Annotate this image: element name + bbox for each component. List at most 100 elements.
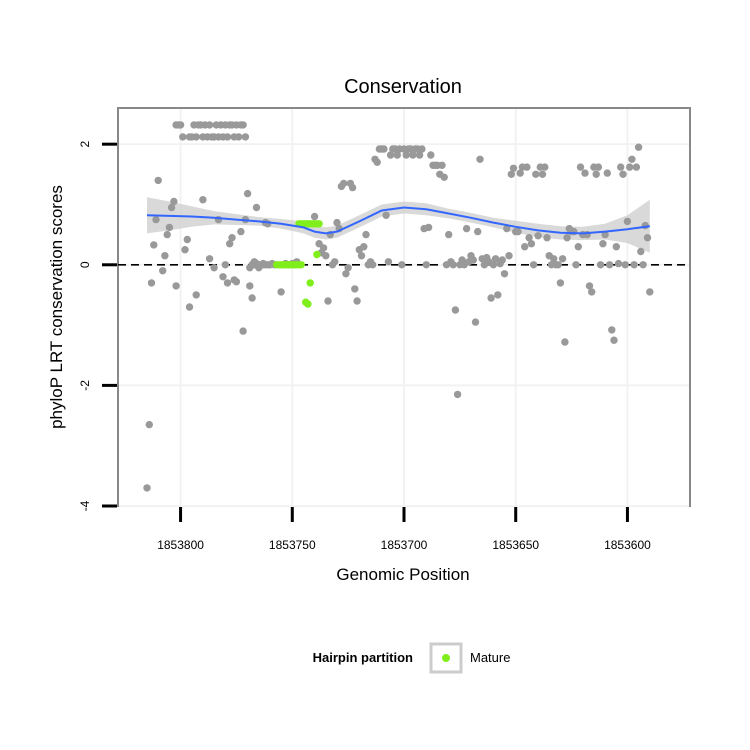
data-point [534, 232, 542, 240]
data-point [199, 196, 207, 204]
data-point [369, 261, 377, 269]
data-point [494, 291, 502, 299]
data-point [145, 420, 153, 429]
data-point [505, 252, 513, 260]
y-axis: 2 0 -2 -4 [78, 141, 117, 511]
x-axis-title: Genomic Position [336, 565, 469, 584]
data-point [221, 261, 229, 269]
data-point [623, 217, 632, 226]
x-tick-label: 1853600 [604, 538, 651, 552]
data-point [252, 203, 261, 212]
data-point [563, 234, 571, 242]
data-point [592, 170, 600, 178]
data-point [154, 176, 162, 185]
data-point [550, 255, 558, 263]
data-point [576, 163, 585, 171]
data-point [449, 261, 457, 269]
data-point [500, 270, 509, 278]
smooth-trend-line [146, 206, 650, 235]
data-point [574, 243, 582, 251]
y-tick-label: -2 [78, 380, 92, 391]
data-point [617, 163, 625, 171]
legend-key-mature [442, 654, 450, 662]
data-point [585, 282, 594, 290]
chart-title: Conservation [344, 76, 462, 98]
data-point [523, 163, 531, 171]
data-point [489, 261, 498, 269]
data-point [333, 218, 341, 227]
data-point [445, 230, 453, 239]
data-point [558, 255, 567, 263]
data-point [248, 294, 256, 302]
data-point [556, 279, 565, 287]
data-point [639, 261, 647, 269]
mature-point [315, 220, 323, 228]
data-point [596, 261, 605, 269]
data-point [628, 155, 636, 163]
data-point [476, 155, 484, 163]
data-point [471, 318, 480, 326]
data-point [179, 133, 187, 141]
data-point [163, 230, 171, 239]
data-point [165, 223, 174, 232]
data-point [637, 247, 645, 256]
data-point [409, 151, 417, 159]
data-point [469, 256, 477, 264]
data-point [621, 261, 629, 269]
data-point [572, 261, 580, 269]
data-point [161, 252, 169, 260]
data-point [310, 212, 319, 221]
data-point [357, 252, 366, 260]
data-point [176, 121, 185, 129]
data-point [509, 164, 518, 172]
data-point [181, 246, 189, 254]
data-point [380, 145, 388, 153]
data-point [362, 230, 370, 239]
data-point [541, 163, 549, 171]
data-point [626, 163, 634, 171]
data-point [319, 244, 328, 252]
data-point [205, 121, 214, 129]
data-point [516, 169, 524, 177]
data-point [259, 259, 267, 268]
data-point [232, 278, 241, 286]
data-point [594, 163, 603, 171]
data-point [599, 240, 607, 248]
data-point [453, 390, 462, 399]
data-point [438, 161, 446, 169]
data-point [527, 240, 536, 248]
data-point [422, 261, 430, 269]
data-point [605, 261, 614, 269]
x-tick-label: 1853700 [381, 538, 428, 552]
data-point [525, 234, 533, 242]
data-point [340, 179, 348, 188]
data-point [529, 261, 538, 269]
mature-point [304, 300, 312, 308]
data-point [322, 252, 330, 260]
data-point [243, 189, 252, 198]
data-point [384, 258, 393, 266]
data-point [643, 234, 652, 242]
data-point [147, 279, 156, 287]
data-point [373, 158, 381, 166]
data-point [427, 151, 435, 159]
data-point [503, 224, 511, 233]
data-point [237, 227, 245, 236]
y-tick-label: 0 [78, 261, 92, 268]
plot-panel [117, 107, 691, 507]
data-point [554, 261, 562, 269]
data-point [588, 288, 596, 296]
data-point [424, 223, 433, 232]
data-point [219, 273, 227, 281]
data-point [603, 169, 611, 177]
data-point [205, 255, 214, 263]
data-point [150, 241, 158, 249]
mature-point [306, 279, 314, 287]
legend-label-mature: Mature [470, 650, 510, 665]
data-point [241, 133, 250, 141]
data-point [226, 240, 234, 248]
data-point [348, 183, 357, 192]
y-tick-label: -4 [78, 500, 92, 511]
data-point [331, 258, 339, 266]
